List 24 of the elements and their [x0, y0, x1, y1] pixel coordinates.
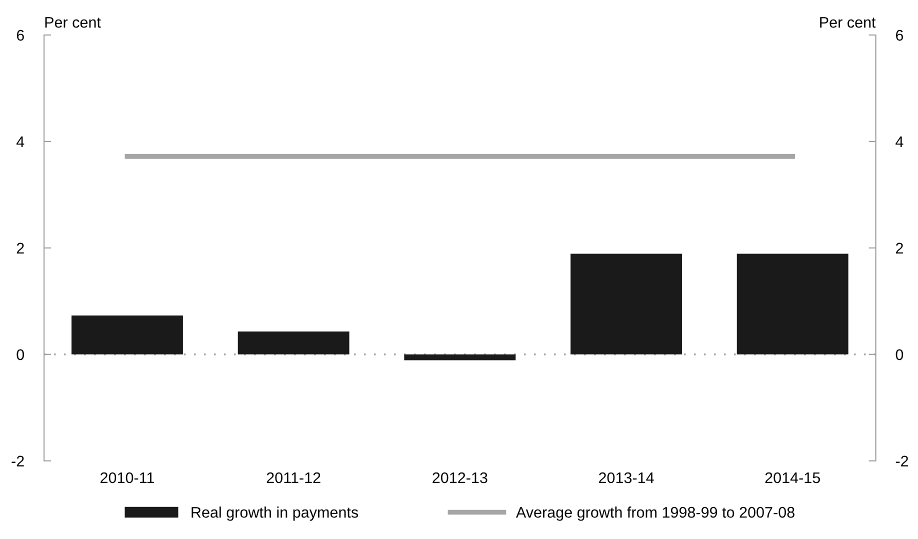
legend-label: Average growth from 1998-99 to 2007-08 [516, 506, 794, 521]
y2-tick-label: 6 [896, 30, 904, 41]
x-tick-label: 2012-13 [432, 472, 488, 484]
y-tick-label: -2 [12, 456, 24, 466]
legend-label: Real growth in payments [192, 506, 358, 521]
y-tick-label: 4 [16, 136, 24, 148]
y2-tick-label: 4 [896, 136, 904, 148]
y-tick-label: 0 [16, 349, 24, 360]
bar [72, 316, 183, 354]
y2-axis-title: Per cent [820, 17, 876, 28]
y-tick-label: 2 [16, 242, 24, 254]
x-tick-label: 2014-15 [765, 472, 820, 484]
bar [736, 254, 848, 354]
y-tick-label: 6 [16, 30, 24, 41]
x-tick-label: 2013-14 [598, 472, 654, 484]
bar [404, 354, 516, 360]
bar [570, 254, 682, 354]
y-axis-title: Per cent [45, 17, 101, 28]
y2-tick-label: -2 [896, 456, 908, 466]
y2-tick-label: 2 [896, 242, 903, 254]
bar [238, 332, 350, 354]
y2-tick-label: 0 [896, 349, 904, 360]
x-tick-label: 2010-11 [100, 472, 154, 484]
x-tick-label: 2011-12 [266, 472, 320, 484]
